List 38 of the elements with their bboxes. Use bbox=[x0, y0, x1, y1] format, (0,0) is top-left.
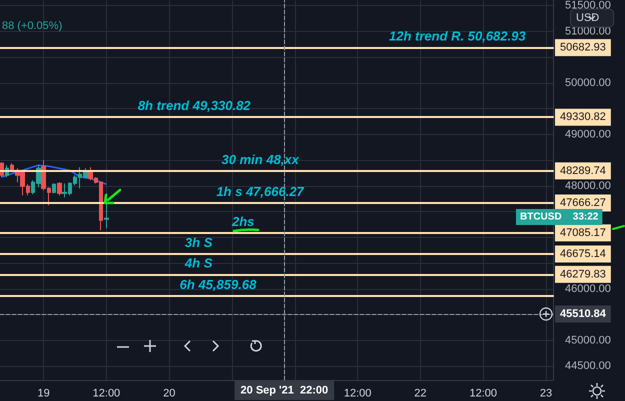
x-tick-label: 22 bbox=[414, 388, 427, 400]
y-tick-label: 51500.00 bbox=[565, 0, 611, 12]
annotation: 6h 45,859.68 bbox=[180, 277, 258, 292]
x-tick-label: 12:00 bbox=[344, 388, 372, 400]
line-series bbox=[0, 164, 108, 185]
ref-line-label: 48289.74 bbox=[560, 164, 606, 177]
x-tick-label: 12:00 bbox=[469, 388, 497, 400]
annotation: 88 (+0.05%) bbox=[2, 20, 62, 32]
y-tick-label: 48000.00 bbox=[565, 180, 611, 192]
ref-line-label: 20 Sep '21 22:00 bbox=[240, 384, 328, 396]
annotation: 2hs bbox=[231, 214, 254, 229]
ref-line-label: 46675.14 bbox=[560, 248, 606, 260]
annotation: 1h s 47,666.27 bbox=[216, 184, 305, 199]
x-tick-label: 23 bbox=[540, 388, 552, 400]
annotation: BTCUSD 33:22 bbox=[520, 212, 599, 222]
annotation: 30 min 48,xx bbox=[222, 152, 300, 167]
annotation: 3h S bbox=[184, 235, 213, 250]
y-tick-label: 46000.00 bbox=[565, 282, 611, 295]
candlestick bbox=[57, 182, 62, 196]
ref-line-label: 46279.83 bbox=[560, 268, 606, 280]
x-tick-label: 12:00 bbox=[92, 388, 120, 400]
y-tick-label: 49000.00 bbox=[565, 128, 611, 140]
annotation: 12h trend R. 50,682.93 bbox=[389, 28, 526, 44]
ref-line-label: 47085.17 bbox=[560, 226, 606, 239]
annotation: 8h trend 49,330.82 bbox=[138, 98, 252, 114]
text: USD bbox=[576, 12, 600, 24]
x-tick-label: 20 bbox=[163, 388, 176, 400]
ref-line-label: 45510.84 bbox=[560, 308, 607, 320]
ref-line-label: 49330.82 bbox=[560, 111, 606, 124]
y-tick-label: 45000.00 bbox=[565, 334, 611, 346]
y-tick-label: 44500.00 bbox=[565, 360, 611, 372]
annotation: 4h S bbox=[184, 255, 213, 270]
ref-line-label: 50682.93 bbox=[560, 42, 606, 54]
candlestick bbox=[52, 182, 56, 194]
ref-line-label: 47666.27 bbox=[560, 196, 606, 209]
x-tick-label: 19 bbox=[37, 388, 50, 400]
y-tick-label: 50000.00 bbox=[565, 76, 611, 89]
candlestick bbox=[104, 192, 109, 229]
